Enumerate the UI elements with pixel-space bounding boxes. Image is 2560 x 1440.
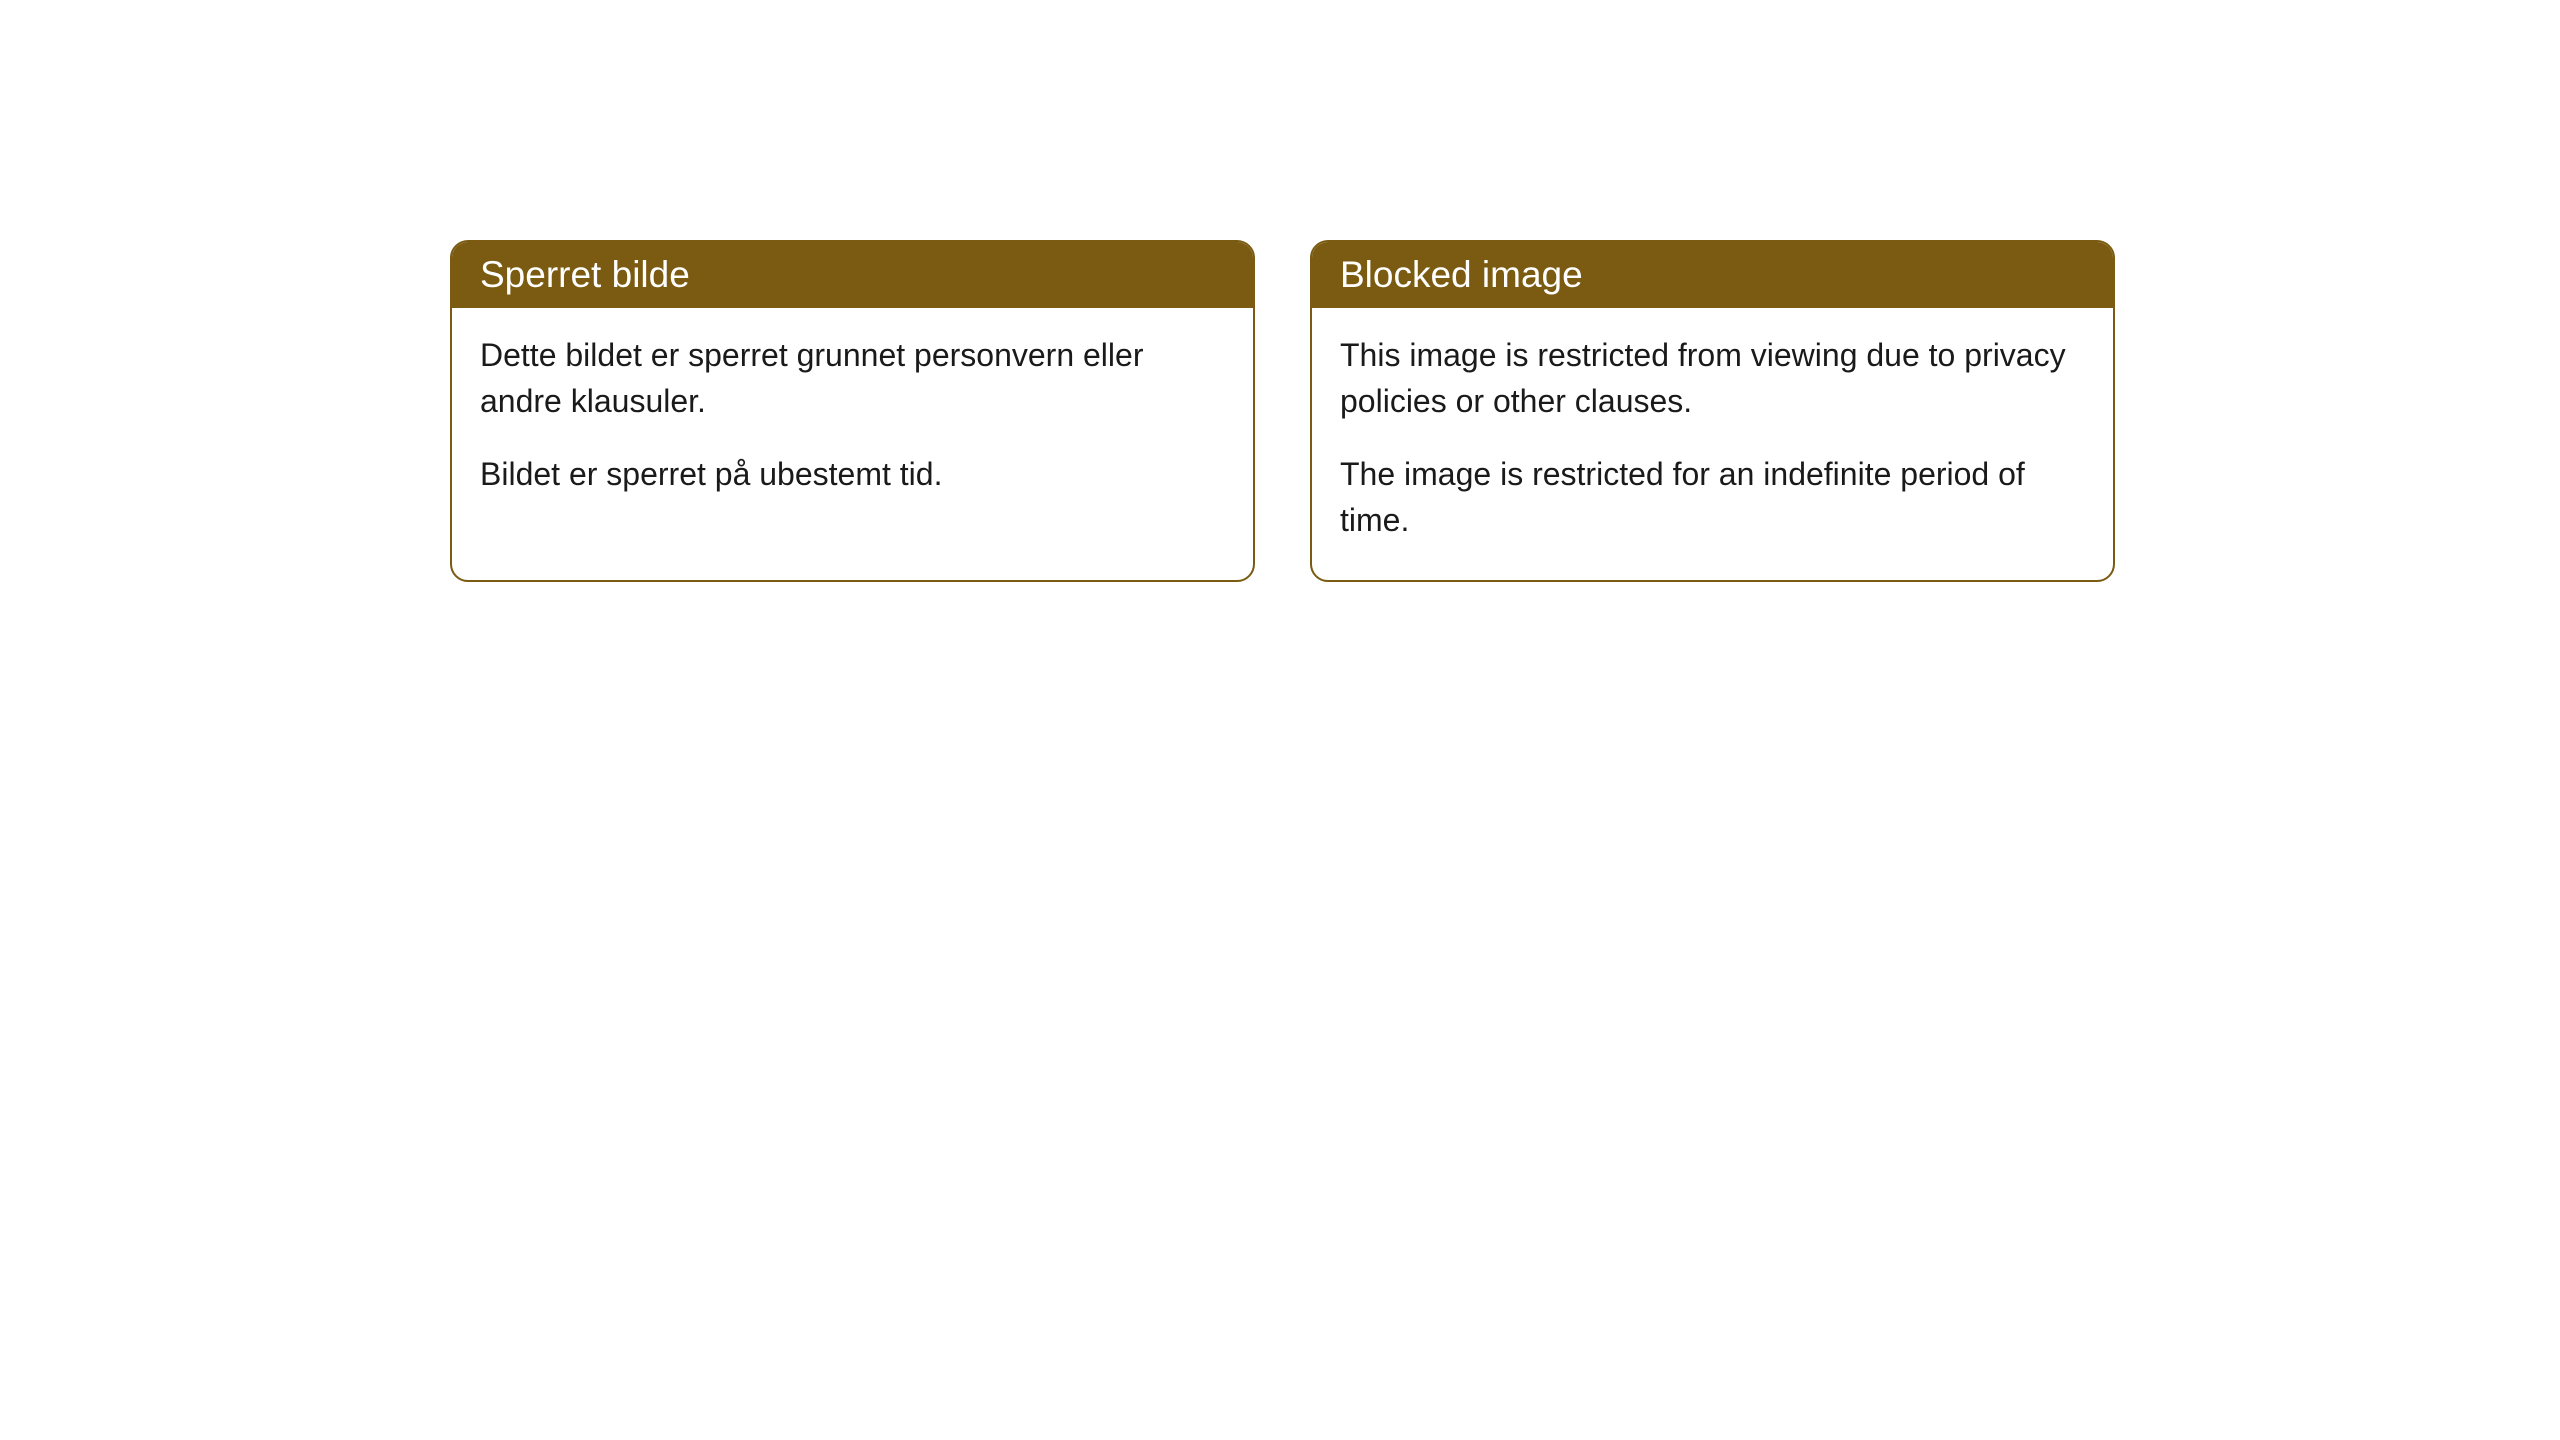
card-paragraph: This image is restricted from viewing du… bbox=[1340, 332, 2085, 425]
card-paragraph: The image is restricted for an indefinit… bbox=[1340, 451, 2085, 544]
card-paragraph: Dette bildet er sperret grunnet personve… bbox=[480, 332, 1225, 425]
card-header: Blocked image bbox=[1312, 242, 2113, 308]
card-body: This image is restricted from viewing du… bbox=[1312, 308, 2113, 580]
blocked-image-card-english: Blocked image This image is restricted f… bbox=[1310, 240, 2115, 582]
card-body: Dette bildet er sperret grunnet personve… bbox=[452, 308, 1253, 533]
card-header: Sperret bilde bbox=[452, 242, 1253, 308]
notice-cards-container: Sperret bilde Dette bildet er sperret gr… bbox=[450, 240, 2115, 582]
card-paragraph: Bildet er sperret på ubestemt tid. bbox=[480, 451, 1225, 497]
blocked-image-card-norwegian: Sperret bilde Dette bildet er sperret gr… bbox=[450, 240, 1255, 582]
